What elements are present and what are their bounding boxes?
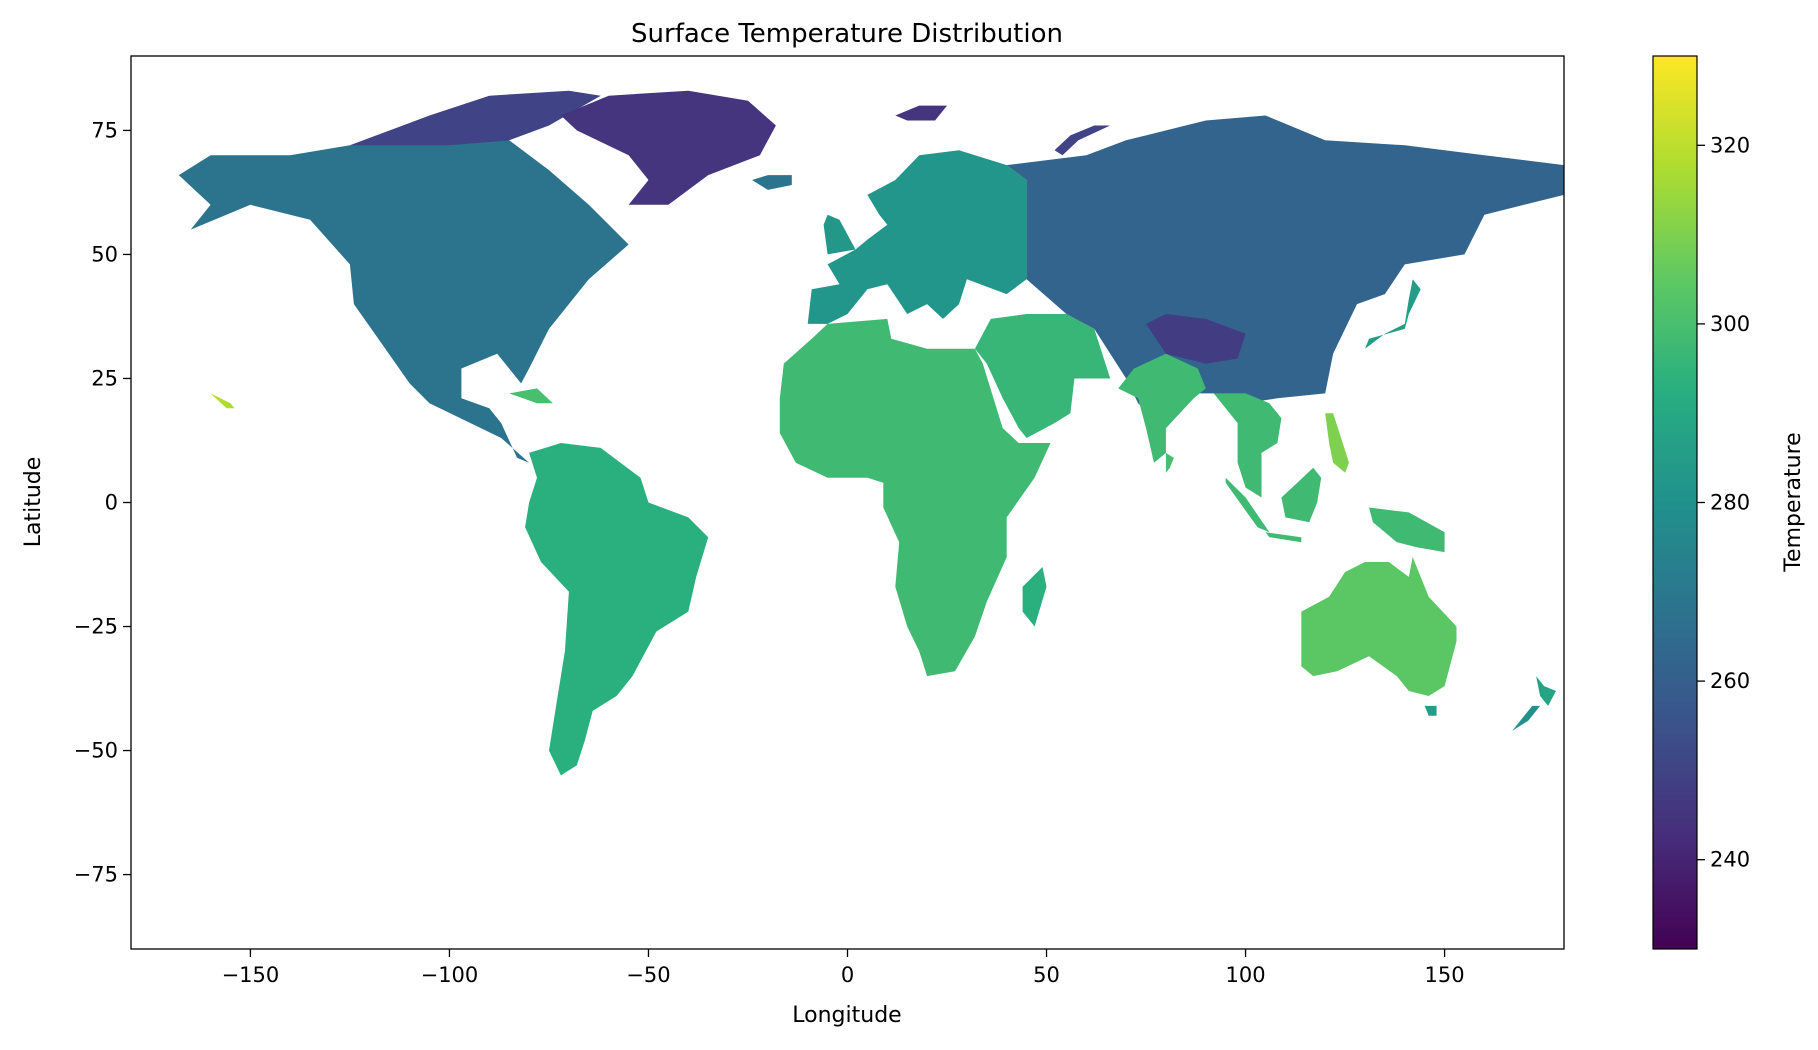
region-africa	[779, 318, 1051, 677]
region-madagascar	[1022, 567, 1047, 627]
region-philippines	[1325, 413, 1349, 473]
region-southeast-asia	[1213, 393, 1282, 498]
colorbar-tick-label: 260	[1710, 669, 1750, 693]
region-svalbard	[895, 105, 947, 121]
y-axis-label: Latitude	[21, 457, 46, 548]
region-great-britain	[823, 214, 856, 255]
y-tick-label: −25	[74, 615, 118, 639]
x-tick-label: −150	[222, 963, 280, 987]
y-tick-label: 0	[105, 491, 118, 515]
region-new-guinea	[1369, 507, 1445, 553]
region-siberia-central-asia	[1006, 115, 1564, 429]
y-tick-label: 50	[91, 242, 118, 266]
region-new-zealand-north	[1536, 676, 1556, 706]
chart-title: Surface Temperature Distribution	[631, 19, 1063, 49]
region-cuba	[509, 388, 553, 404]
x-tick-label: 100	[1226, 963, 1266, 987]
x-axis-ticks: −150 −100 −50 0 50 100 150	[222, 949, 1465, 987]
region-north-america	[178, 130, 629, 463]
region-south-america	[525, 443, 709, 776]
region-arabia-middle-east	[974, 314, 1111, 438]
colorbar	[1652, 55, 1698, 950]
region-tasmania	[1424, 705, 1437, 716]
x-tick-label: 150	[1425, 963, 1465, 987]
colorbar-tick-label: 240	[1710, 848, 1750, 872]
colorbar-ticks: 240 260 280 300 320	[1697, 133, 1750, 872]
region-india	[1118, 353, 1206, 463]
colorbar-label: Temperature	[1781, 432, 1806, 572]
x-tick-label: −50	[626, 963, 670, 987]
region-novaya-zemlya	[1054, 125, 1111, 156]
colorbar-tick-label: 320	[1710, 133, 1750, 157]
region-greenland	[560, 90, 776, 205]
y-tick-label: −75	[74, 863, 118, 887]
x-tick-label: −100	[421, 963, 479, 987]
region-tibetan-plateau	[1146, 314, 1246, 364]
y-tick-label: 75	[91, 118, 118, 142]
y-tick-label: −50	[74, 739, 118, 763]
y-axis-ticks: −75 −50 −25 0 25 50 75	[74, 118, 131, 887]
region-europe	[807, 150, 1027, 324]
region-borneo	[1281, 467, 1322, 523]
region-australia	[1301, 557, 1457, 696]
colorbar-tick-label: 300	[1710, 312, 1750, 336]
land-regions	[178, 90, 1564, 776]
region-new-zealand-south	[1512, 705, 1541, 731]
y-tick-label: 25	[91, 366, 118, 390]
region-java	[1265, 532, 1302, 543]
region-hawaii	[210, 393, 235, 409]
colorbar-tick-label: 280	[1710, 491, 1750, 515]
x-tick-label: 50	[1033, 963, 1060, 987]
region-sri-lanka	[1165, 452, 1174, 473]
x-axis-label: Longitude	[792, 1003, 901, 1028]
region-iceland	[752, 175, 792, 190]
region-japan	[1365, 279, 1421, 349]
x-tick-label: 0	[841, 963, 854, 987]
region-sumatra	[1225, 477, 1270, 533]
region-canadian-arctic	[349, 90, 601, 146]
